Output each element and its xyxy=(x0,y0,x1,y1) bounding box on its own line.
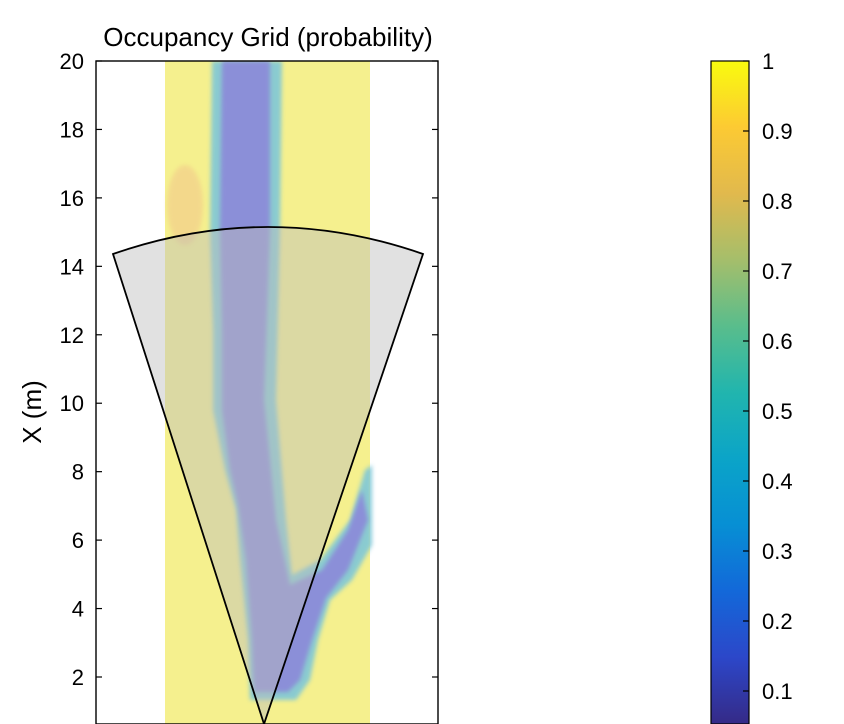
colorbar-tick-label: 0.5 xyxy=(762,399,793,424)
y-tick-label: 20 xyxy=(60,49,84,74)
colorbar-tick-label: 0.1 xyxy=(762,679,793,704)
colorbar-tick-label: 0.7 xyxy=(762,259,793,284)
y-tick-label: 8 xyxy=(72,460,84,485)
free-corridor xyxy=(220,61,368,692)
y-tick-label: 14 xyxy=(60,254,84,279)
colorbar-tick-label: 0.6 xyxy=(762,329,793,354)
colorbar-tick-label: 0.9 xyxy=(762,119,793,144)
y-tick-label: 4 xyxy=(72,597,84,622)
colorbar-tick-label: 0.4 xyxy=(762,469,793,494)
colorbar-tick-label: 0.3 xyxy=(762,539,793,564)
colorbar-tick-label: 0.2 xyxy=(762,609,793,634)
colorbar-tick-label: 1 xyxy=(762,49,774,74)
sensor-fov-wedge xyxy=(111,226,425,724)
y-tick-label: 10 xyxy=(60,391,84,416)
y-tick-label: 12 xyxy=(60,323,84,348)
y-axis-label: X (m) xyxy=(17,380,47,444)
y-axis: 20 18 16 14 12 10 8 6 4 2 xyxy=(60,49,438,690)
y-tick-label: 18 xyxy=(60,117,84,142)
y-tick-label: 6 xyxy=(72,528,84,553)
colorbar xyxy=(710,60,750,724)
chart-title: Occupancy Grid (probability) xyxy=(103,22,432,52)
y-tick-label: 2 xyxy=(72,665,84,690)
high-prob-patch xyxy=(167,165,203,245)
colorbar-axis: 1 0.9 0.8 0.7 0.6 0.5 0.4 0.3 0.2 0.1 xyxy=(743,49,793,704)
heatmap-area xyxy=(96,61,438,724)
axes-box xyxy=(95,60,439,724)
colorbar-tick-label: 0.8 xyxy=(762,189,793,214)
y-tick-label: 16 xyxy=(60,186,84,211)
